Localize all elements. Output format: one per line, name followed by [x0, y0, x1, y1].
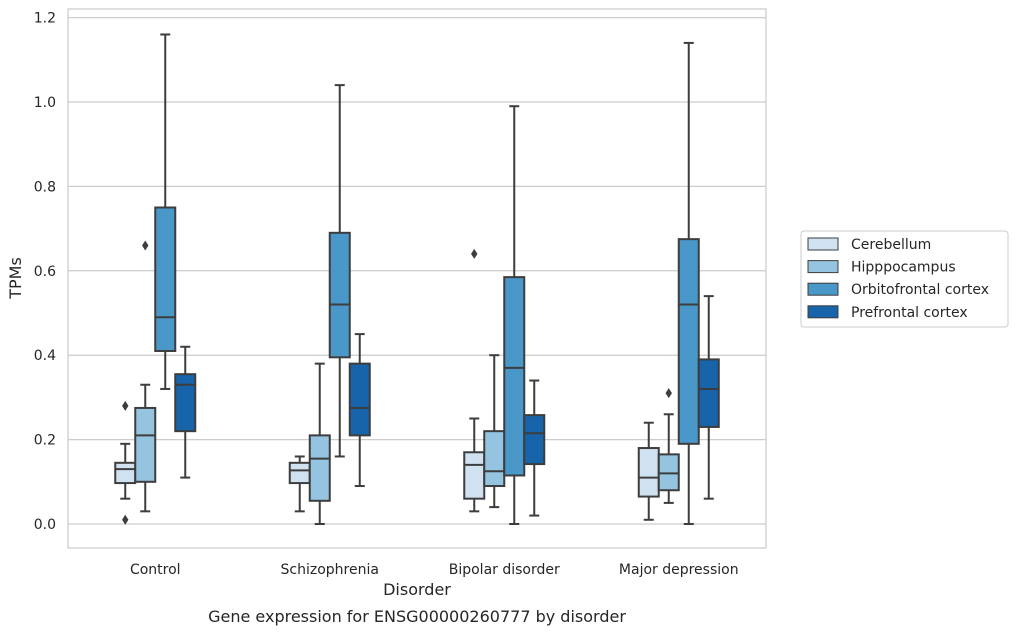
box-body: [154, 206, 177, 352]
box-body: [463, 451, 486, 500]
box-0-1: [134, 240, 157, 513]
legend-label: Prefrontal cortex: [851, 305, 968, 321]
box-body: [174, 373, 197, 433]
box-2-2: [503, 105, 526, 525]
outlier-marker: [142, 240, 149, 251]
legend-label: Cerebellum: [851, 237, 931, 253]
legend-swatch: [807, 282, 839, 296]
legend-label: Orbitofrontal cortex: [851, 282, 989, 298]
legend-frame: [800, 230, 1009, 328]
box-body: [697, 358, 720, 428]
x-axis-label: Disorder: [383, 580, 451, 599]
y-tick-label: 0.8: [34, 179, 56, 195]
box-body: [328, 231, 351, 359]
x-tick-labels: Control Schizophrenia Bipolar disorder Majo…: [130, 562, 739, 578]
outlier-marker: [471, 248, 478, 259]
legend-swatch: [807, 260, 839, 274]
y-tick-label: 0.2: [34, 433, 56, 449]
box-body: [657, 453, 680, 492]
box-body: [288, 461, 311, 485]
box-1-3: [348, 333, 371, 488]
y-tick-labels: 0.0 0.2 0.4 0.6 0.8 1.0 1.2: [34, 11, 56, 533]
box-3-3: [697, 295, 720, 500]
y-axis-label: TPMs: [6, 257, 25, 300]
x-tick-label: Control: [130, 562, 181, 578]
box-body: [134, 406, 157, 483]
box-body: [483, 430, 506, 488]
x-tick-label: Schizophrenia: [281, 562, 379, 578]
box-body: [523, 414, 546, 466]
outlier-marker: [665, 388, 672, 399]
box-2-0: [463, 248, 486, 513]
y-tick-label: 0.0: [34, 517, 56, 533]
chart-caption: Gene expression for ENSG00000260777 by d…: [208, 607, 626, 626]
x-tick-label: Major depression: [619, 562, 739, 578]
legend: Cerebellum Hipppocampus Orbitofrontal cort…: [800, 230, 1009, 328]
box-0-2: [154, 33, 177, 390]
box-3-1: [657, 388, 680, 504]
legend-items: Cerebellum Hipppocampus Orbitofrontal cort…: [807, 237, 989, 321]
box-body: [503, 276, 526, 477]
box-body: [114, 461, 137, 485]
box-body: [348, 362, 371, 437]
box-2-3: [523, 379, 546, 517]
box-plots: [114, 33, 720, 525]
box-body: [308, 434, 331, 502]
y-tick-label: 1.0: [34, 95, 56, 111]
legend-swatch: [807, 237, 839, 251]
box-1-1: [308, 362, 331, 525]
box-1-2: [328, 84, 351, 458]
y-tick-label: 0.4: [34, 348, 56, 364]
y-tick-label: 1.2: [34, 11, 56, 27]
outlier-marker: [122, 514, 129, 525]
box-body: [637, 447, 660, 498]
x-tick-label: Bipolar disorder: [449, 562, 560, 578]
y-tick-label: 0.6: [34, 264, 56, 280]
legend-label: Hipppocampus: [851, 260, 956, 276]
box-body: [677, 238, 700, 445]
legend-swatch: [807, 305, 839, 319]
outlier-marker: [122, 400, 129, 411]
box-0-3: [174, 345, 197, 479]
box-3-2: [677, 41, 700, 525]
